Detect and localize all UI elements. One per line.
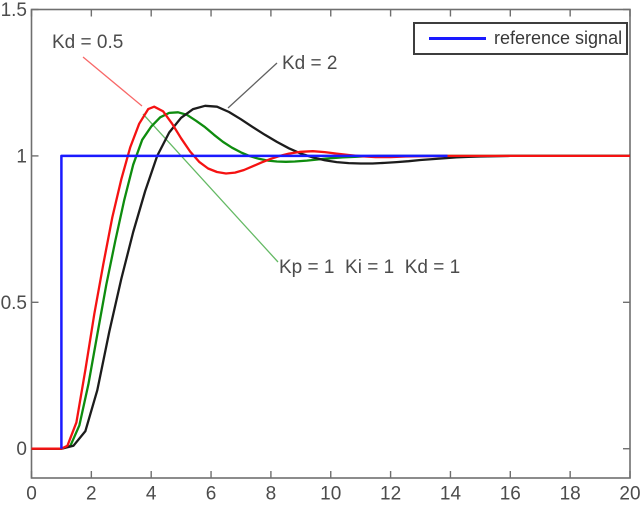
legend-label: reference signal	[494, 28, 623, 48]
legend: reference signal	[413, 22, 628, 55]
axes-box	[30, 8, 631, 479]
x-tick-label: 4	[146, 484, 157, 505]
leader-line-kd05	[82, 56, 143, 107]
y-tick-label: 0.5	[1, 293, 27, 314]
x-tick-label: 14	[440, 484, 462, 505]
annotation-kd1-set: Kp = 1 Ki = 1 Kd = 1	[279, 257, 461, 278]
axes-frame	[30, 8, 631, 479]
x-tick-label: 20	[619, 484, 640, 505]
x-tick-label: 0	[26, 484, 37, 505]
curves	[31, 104, 630, 450]
x-tick-label: 16	[500, 484, 521, 505]
x-tick-label: 8	[266, 484, 277, 505]
annotation-kd2: Kd = 2	[282, 53, 338, 74]
curve-reference	[60, 154, 448, 449]
leader-line-kd2	[227, 62, 278, 109]
leader-line-kd1	[142, 113, 279, 263]
x-tick-label: 6	[206, 484, 217, 505]
y-tick-label: 1.5	[1, 0, 27, 21]
x-tick-label: 2	[86, 484, 97, 505]
y-tick-label: 1	[16, 146, 27, 167]
legend-line-sample-reference	[429, 37, 486, 40]
x-tick-label: 10	[320, 484, 341, 505]
x-tick-label: 12	[380, 484, 401, 505]
x-tick-label: 18	[560, 484, 581, 505]
annotation-leader-lines	[82, 56, 279, 263]
annotation-kd05: Kd = 0.5	[52, 32, 124, 53]
y-tick-label: 0	[16, 439, 27, 460]
